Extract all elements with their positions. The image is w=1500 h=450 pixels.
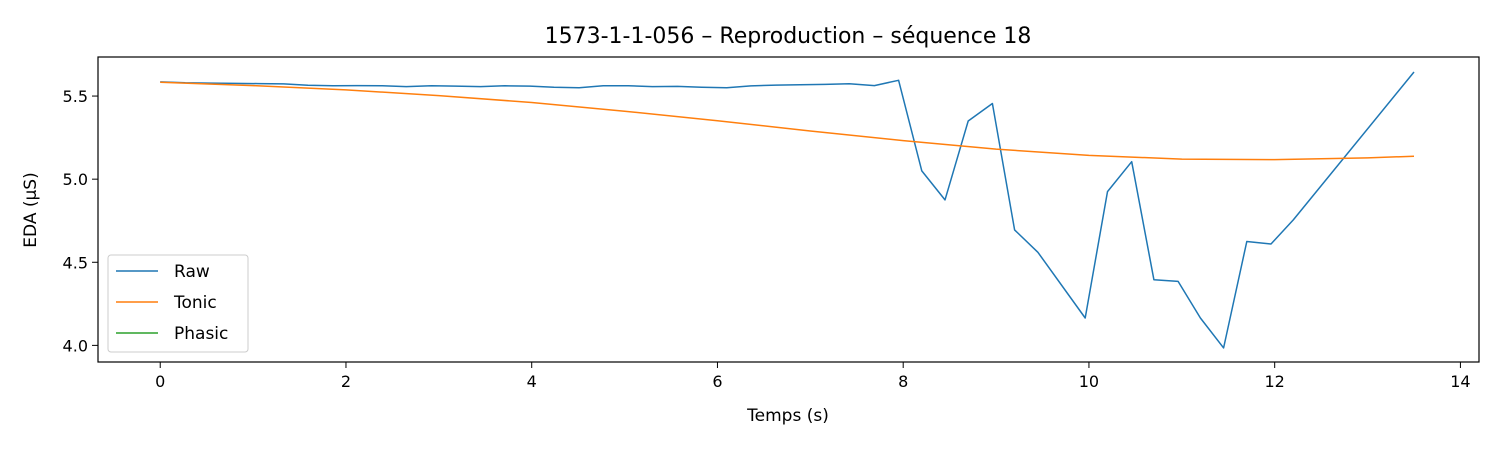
x-tick-label: 12 — [1265, 372, 1285, 391]
y-tick-label: 4.5 — [63, 253, 88, 272]
x-tick-label: 4 — [527, 372, 537, 391]
y-tick-label: 5.5 — [63, 87, 88, 106]
axes-frame — [97, 56, 1480, 363]
legend: Raw Tonic Phasic — [107, 254, 249, 353]
x-tick-label: 0 — [155, 372, 165, 391]
y-axis-ticks: 4.0 4.5 5.0 5.5 — [63, 87, 98, 355]
series-line-raw — [160, 71, 1415, 349]
series-layer — [160, 71, 1415, 349]
legend-label-raw: Raw — [174, 262, 210, 282]
y-axis-label: EDA (µS) — [21, 172, 41, 247]
legend-label-tonic: Tonic — [173, 293, 217, 313]
x-tick-label: 8 — [898, 372, 908, 391]
legend-box — [107, 254, 249, 353]
chart-title: 1573-1-1-056 – Reproduction – séquence 1… — [545, 24, 1032, 49]
x-tick-label: 6 — [712, 372, 722, 391]
x-tick-label: 10 — [1079, 372, 1099, 391]
x-tick-label: 14 — [1450, 372, 1470, 391]
series-line-tonic — [160, 81, 1415, 161]
y-tick-label: 5.0 — [63, 170, 88, 189]
x-tick-label: 2 — [341, 372, 351, 391]
y-tick-label: 4.0 — [63, 336, 88, 355]
x-axis-ticks: 0 2 4 6 8 10 12 14 — [155, 362, 1471, 391]
legend-label-phasic: Phasic — [174, 324, 228, 344]
x-axis-label: Temps (s) — [746, 406, 829, 426]
